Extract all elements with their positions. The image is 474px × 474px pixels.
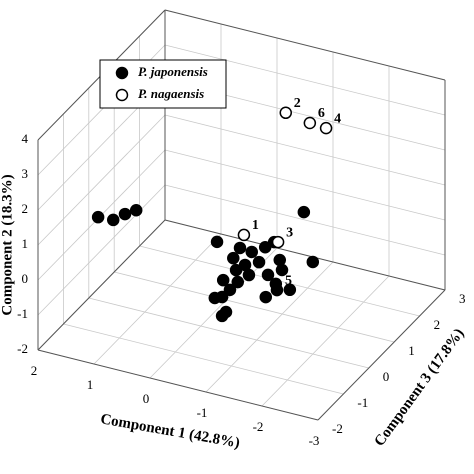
y-tick-label: 2	[22, 201, 29, 216]
x-tick-label: -3	[309, 433, 320, 448]
point-label: 1	[252, 218, 259, 233]
point	[261, 268, 275, 282]
point	[231, 275, 245, 289]
x-tick-label: 1	[87, 377, 94, 392]
point	[118, 207, 132, 221]
point	[227, 251, 240, 265]
z-tick-label: 2	[434, 317, 441, 332]
grid-line	[63, 323, 344, 395]
grid-line	[88, 297, 369, 369]
point-label: 6	[318, 106, 325, 121]
grid-line	[149, 247, 278, 379]
grid-line	[164, 149, 446, 221]
grid-line	[164, 184, 446, 256]
point	[259, 290, 273, 304]
y-tick-label: 0	[22, 271, 29, 286]
box-edge	[164, 219, 446, 291]
point	[216, 273, 230, 287]
legend-label: P. nagaensis	[138, 86, 204, 101]
point	[223, 283, 237, 297]
point	[279, 106, 293, 120]
point-label: 5	[285, 273, 292, 288]
point	[106, 213, 120, 227]
point	[129, 204, 143, 217]
grid-line	[164, 44, 446, 116]
legend-marker	[115, 66, 129, 80]
point	[319, 121, 333, 135]
point	[306, 255, 320, 269]
z-tick-label: -2	[332, 421, 343, 436]
point-label: 2	[294, 96, 301, 111]
point	[242, 268, 256, 282]
point	[275, 263, 289, 277]
point	[303, 116, 317, 130]
point	[208, 291, 222, 305]
y-tick-label: 3	[22, 166, 29, 181]
grid-line	[93, 233, 222, 365]
z-axis-title: Component 3 (17.8%)	[372, 326, 468, 450]
point	[91, 210, 105, 224]
box-edge	[317, 289, 446, 421]
grid-line	[164, 114, 446, 186]
point	[270, 283, 284, 297]
x-axis-title: Component 1 (42.8%)	[99, 411, 241, 451]
point	[252, 255, 266, 269]
point-label: 4	[334, 111, 341, 126]
box-edge	[164, 9, 446, 81]
point	[229, 263, 243, 277]
point	[215, 309, 229, 323]
x-tick-label: -2	[253, 419, 264, 434]
grid-line	[37, 184, 166, 316]
grid-line	[261, 275, 390, 407]
grid-line	[205, 261, 334, 393]
box-edge	[37, 219, 166, 351]
grid-line	[114, 271, 395, 343]
y-tick-label: -2	[17, 341, 28, 356]
y-tick-label: 1	[22, 236, 29, 251]
x-tick-label: 0	[143, 391, 150, 406]
legend-label: P. japonensis	[138, 64, 208, 79]
z-tick-label: 1	[408, 343, 415, 358]
point	[233, 241, 247, 255]
z-tick-label: 0	[383, 369, 390, 384]
x-tick-label: -1	[197, 405, 208, 420]
point	[283, 283, 297, 297]
y-tick-label: 4	[22, 131, 29, 146]
point	[237, 228, 251, 242]
y-tick-label: -1	[17, 306, 28, 321]
point	[245, 245, 259, 259]
box-edge	[37, 349, 319, 421]
legend-marker	[115, 88, 129, 102]
x-tick-label: 2	[31, 363, 38, 378]
legend: P. japonensis P. nagaensis	[99, 59, 227, 109]
point	[210, 235, 224, 249]
z-tick-label: -1	[357, 395, 368, 410]
point	[271, 235, 285, 249]
z-tick-label: 3	[459, 291, 466, 306]
point-label: 3	[286, 225, 293, 240]
point	[273, 253, 287, 267]
point	[297, 205, 311, 219]
y-axis-title: Component 2 (18.3%)	[0, 174, 15, 315]
grid-line	[37, 114, 166, 246]
